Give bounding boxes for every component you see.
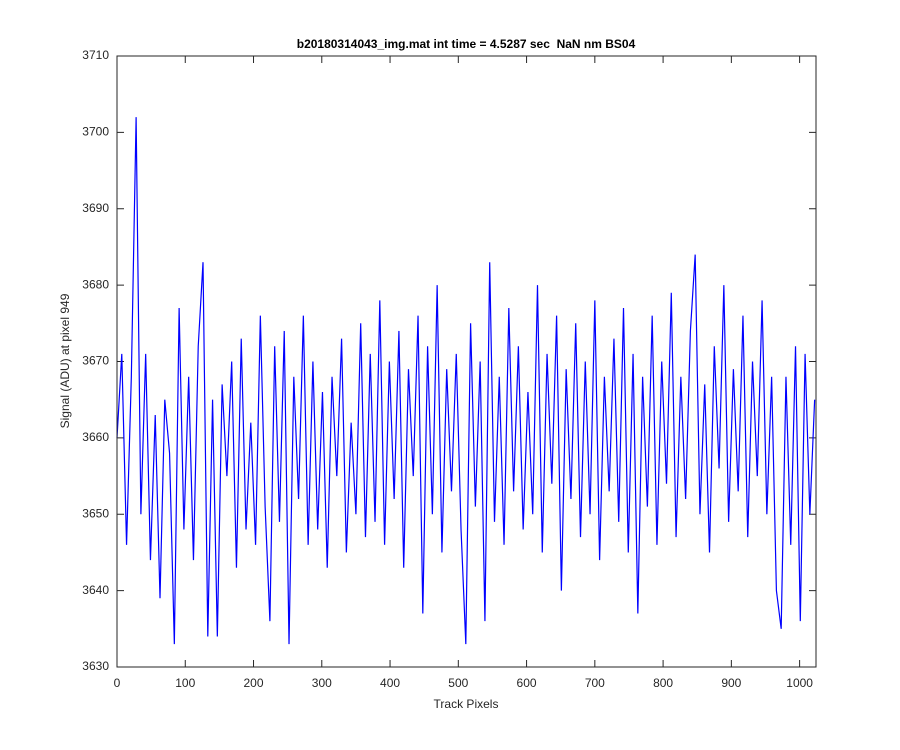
- y-tick-label: 3640: [82, 583, 109, 597]
- x-tick-label: 1000: [786, 676, 813, 690]
- y-tick-label: 3700: [82, 125, 109, 139]
- x-axis-label: Track Pixels: [434, 697, 499, 711]
- axes-box: [116, 55, 817, 668]
- y-axis-label: Signal (ADU) at pixel 949: [58, 293, 72, 428]
- x-tick-label: 300: [312, 676, 332, 690]
- x-tick-label: 100: [175, 676, 195, 690]
- chart-title: b20180314043_img.mat int time = 4.5287 s…: [297, 37, 636, 51]
- x-tick-label: 700: [585, 676, 605, 690]
- x-tick-label: 500: [448, 676, 468, 690]
- data-line: [116, 117, 816, 645]
- y-tick-label: 3630: [82, 659, 109, 673]
- y-tick-label: 3690: [82, 201, 109, 215]
- y-tick-label: 3680: [82, 277, 109, 291]
- y-tick-label: 3650: [82, 506, 109, 520]
- x-tick-label: 200: [244, 676, 264, 690]
- y-tick-label: 3670: [82, 354, 109, 368]
- y-tick-label: 3660: [82, 430, 109, 444]
- x-tick-label: 600: [517, 676, 537, 690]
- x-tick-label: 800: [653, 676, 673, 690]
- x-tick-label: 0: [114, 676, 121, 690]
- x-tick-label: 900: [721, 676, 741, 690]
- x-tick-label: 400: [380, 676, 400, 690]
- y-tick-label: 3710: [82, 48, 109, 62]
